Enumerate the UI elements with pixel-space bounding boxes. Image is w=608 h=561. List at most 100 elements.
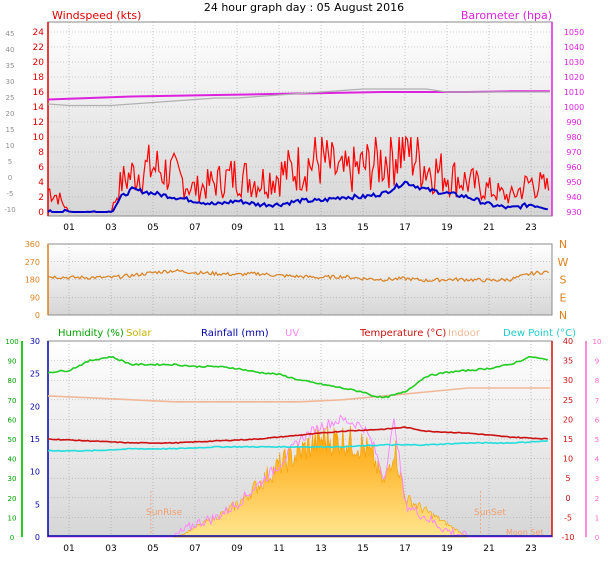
dewpoint-series xyxy=(47,439,548,453)
wind-gray-tick-label: 40 xyxy=(6,46,15,54)
x-tick-label-wind: 21 xyxy=(483,223,494,233)
rain-tick-label: 15 xyxy=(30,435,40,444)
compass-label: S xyxy=(560,274,567,287)
humidity-tick-label: 20 xyxy=(8,495,17,503)
humidity-tick-label: 50 xyxy=(8,436,17,444)
uv-series xyxy=(48,414,552,538)
humidity-tick-label: 80 xyxy=(8,377,17,385)
humidity-tick-label: 30 xyxy=(8,475,17,483)
wind-tick-label: 6 xyxy=(38,163,44,173)
uv-tick-label: 9 xyxy=(595,358,599,366)
baro-tick-label: 990 xyxy=(566,118,581,127)
humidity-tick-label: 100 xyxy=(5,338,18,346)
rain-tick-label: 0 xyxy=(35,533,40,542)
x-tick-label-climate: 21 xyxy=(483,544,494,554)
direction-tick-label: 360 xyxy=(25,240,40,249)
moonset-label: Moon Set xyxy=(506,528,543,537)
windspeed-series xyxy=(47,135,550,213)
wind-tick-label: 14 xyxy=(33,103,45,113)
temperature-tick-label: 0 xyxy=(565,494,570,503)
x-tick-label-climate: 01 xyxy=(63,544,74,554)
compass-label: N xyxy=(559,309,567,322)
wind-gray-tick-label: 45 xyxy=(6,30,15,38)
rain-tick-label: 10 xyxy=(30,468,40,477)
x-tick-label-wind: 01 xyxy=(63,223,74,233)
direction-tick-label: 0 xyxy=(35,311,40,320)
uv-tick-label: 2 xyxy=(595,495,599,503)
temperature-label: Temperature (°C) xyxy=(359,328,446,339)
wind-gray-tick-label: 20 xyxy=(6,110,15,118)
wind-gray-tick-label: 0 xyxy=(8,174,12,182)
baro-tick-label: 1000 xyxy=(564,103,584,112)
x-tick-label-climate: 05 xyxy=(147,544,158,554)
wind-average-series xyxy=(47,180,548,214)
wind-tick-label: 24 xyxy=(33,28,45,38)
temperature-tick-label: 5 xyxy=(565,474,570,483)
uv-tick-label: 4 xyxy=(595,456,600,464)
wind-tick-label: 22 xyxy=(33,43,44,53)
x-tick-label-climate: 13 xyxy=(315,544,326,554)
sunset-label: SunSet xyxy=(474,508,506,518)
humidity-series xyxy=(47,355,549,399)
humidity-tick-label: 70 xyxy=(8,397,17,405)
x-tick-label-wind: 03 xyxy=(105,223,116,233)
tick-labels: 0101030305050707090911111313151517171919… xyxy=(4,28,601,554)
compass-label: E xyxy=(560,291,567,304)
humidity-tick-label: 40 xyxy=(8,456,17,464)
compass-label: W xyxy=(558,256,569,269)
rainfall-label: Rainfall (mm) xyxy=(201,328,269,339)
x-tick-label-wind: 19 xyxy=(441,223,453,233)
x-tick-label-wind: 17 xyxy=(399,223,410,233)
x-tick-label-wind: 07 xyxy=(189,223,200,233)
x-tick-label-wind: 23 xyxy=(525,223,536,233)
x-tick-label-climate: 15 xyxy=(357,544,368,554)
baro-tick-label: 940 xyxy=(566,193,581,202)
x-tick-label-climate: 17 xyxy=(399,544,410,554)
wind-tick-label: 18 xyxy=(33,73,45,83)
compass-label: N xyxy=(559,238,567,251)
baro-tick-label: 1050 xyxy=(564,28,584,37)
baro-tick-label: 1040 xyxy=(564,43,584,52)
uv-tick-label: 1 xyxy=(595,514,599,522)
uv-tick-label: 8 xyxy=(595,377,599,385)
x-tick-label-climate: 23 xyxy=(525,544,536,554)
humidity-tick-label: 60 xyxy=(8,416,17,424)
temperature-tick-label: 25 xyxy=(563,396,573,405)
direction-tick-label: 270 xyxy=(25,258,40,267)
baro-tick-label: 1020 xyxy=(564,73,584,82)
rain-tick-label: 20 xyxy=(30,402,40,411)
wind-tick-label: 4 xyxy=(38,178,44,188)
x-tick-label-climate: 07 xyxy=(189,544,200,554)
direction-tick-label: 180 xyxy=(25,276,40,285)
wind-tick-label: 10 xyxy=(33,133,45,143)
indoor-series xyxy=(47,387,550,403)
wind-gray-tick-label: 35 xyxy=(6,62,15,70)
barometer-trend-series xyxy=(47,88,550,107)
x-tick-label-wind: 05 xyxy=(147,223,158,233)
x-tick-label-climate: 11 xyxy=(273,544,284,554)
baro-tick-label: 970 xyxy=(566,148,581,157)
x-tick-label-wind: 11 xyxy=(273,223,284,233)
rain-tick-label: 25 xyxy=(30,370,40,379)
x-tick-label-climate: 09 xyxy=(231,544,243,554)
uv-tick-label: 0 xyxy=(595,534,599,542)
baro-tick-label: 930 xyxy=(566,208,581,217)
data-series xyxy=(47,88,552,538)
baro-tick-label: 950 xyxy=(566,178,581,187)
x-tick-label-wind: 09 xyxy=(231,223,243,233)
indoor-label: Indoor xyxy=(448,328,481,339)
baro-tick-label: 960 xyxy=(566,163,581,172)
wind-tick-label: 20 xyxy=(33,58,45,68)
axes xyxy=(21,22,587,537)
temperature-tick-label: -10 xyxy=(561,533,574,542)
uv-tick-label: 10 xyxy=(593,338,602,346)
temperature-tick-label: 40 xyxy=(563,337,573,346)
wind-tick-label: 16 xyxy=(33,88,45,98)
dewpoint-label: Dew Point (°C) xyxy=(503,328,576,339)
wind-gray-tick-label: 10 xyxy=(6,142,15,150)
rain-tick-label: 30 xyxy=(30,337,40,346)
temperature-series xyxy=(48,426,549,445)
x-tick-label-wind: 15 xyxy=(357,223,368,233)
x-tick-label-wind: 13 xyxy=(315,223,326,233)
